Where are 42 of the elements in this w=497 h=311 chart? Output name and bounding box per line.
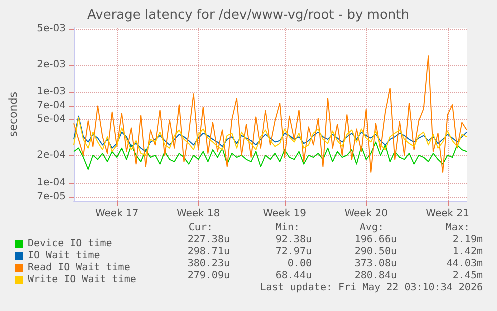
line-series xyxy=(74,142,468,170)
text: 227.38u xyxy=(188,234,230,246)
text: 2.19m xyxy=(452,234,483,246)
text: 373.08u xyxy=(354,258,397,270)
y-tick-label: 5e-04 xyxy=(37,114,66,125)
legend-label: Device IO time xyxy=(28,238,112,250)
y-tick-label: 5e-03 xyxy=(37,23,66,34)
y-tick-label: 2e-04 xyxy=(37,150,66,162)
chart-title: Average latency for /dev/www-vg/root - by month xyxy=(88,8,410,23)
text: Last update: Fri May 22 03:10:34 2026 xyxy=(260,282,483,294)
text: 279.09u xyxy=(188,270,230,282)
legend-label: IO Wait time xyxy=(28,250,100,262)
text: 1.42m xyxy=(452,246,483,258)
text: 280.84u xyxy=(354,270,397,282)
text: Cur: xyxy=(188,222,213,234)
text: 380.23u xyxy=(188,258,230,270)
x-tick-label: Week 17 xyxy=(95,208,139,220)
text: 92.38u xyxy=(276,234,312,246)
y-tick-label: 7e-04 xyxy=(37,100,66,112)
x-tick-label: Week 19 xyxy=(263,208,307,220)
text: Max: xyxy=(446,222,470,234)
text: 0.00 xyxy=(288,258,312,270)
x-tick-label: Week 18 xyxy=(176,208,220,220)
text: 72.97u xyxy=(276,246,312,258)
text: 196.66u xyxy=(354,234,397,246)
legend-label: Read IO Wait time xyxy=(28,262,130,274)
y-tick-label: 2e-03 xyxy=(37,59,66,70)
y-tick-label: 1e-04 xyxy=(37,177,66,188)
text: Avg: xyxy=(360,222,384,234)
text: 298.71u xyxy=(188,246,230,258)
text: 44.03m xyxy=(446,258,483,270)
text: 290.50u xyxy=(354,246,397,258)
line-series xyxy=(74,56,468,173)
y-axis-title: seconds xyxy=(7,92,20,137)
legend-label: Write IO Wait time xyxy=(28,274,136,286)
text: 2.45m xyxy=(452,270,483,282)
text: 68.44u xyxy=(276,270,312,282)
x-tick-label: Week 21 xyxy=(426,208,470,220)
text: Min: xyxy=(276,222,300,234)
x-tick-label: Week 20 xyxy=(344,208,388,220)
y-tick-label: 7e-05 xyxy=(37,191,66,202)
y-tick-label: 1e-03 xyxy=(37,86,66,98)
